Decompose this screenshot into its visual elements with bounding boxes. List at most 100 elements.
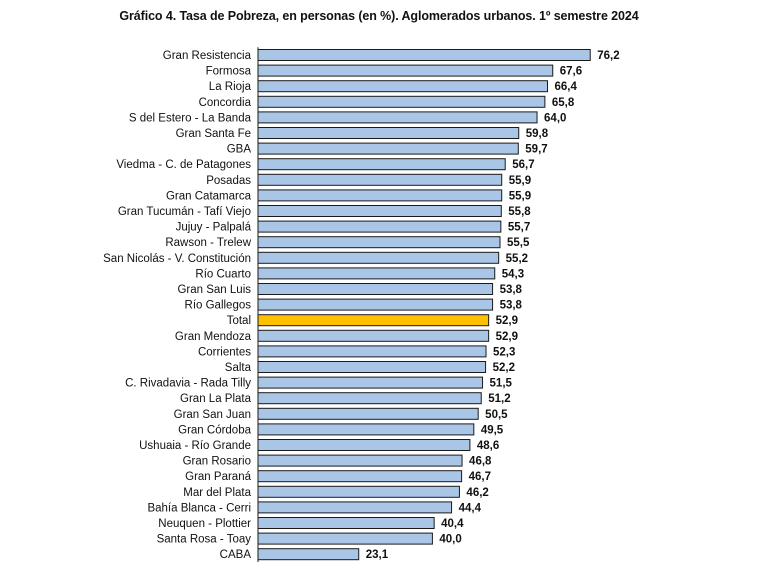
category-label-total: Total	[227, 315, 251, 327]
bar-viedma-c-de-patagones	[257, 158, 506, 171]
value-label-gran-catamarca: 55,9	[509, 190, 531, 202]
bar-c-rivadavia-rada-tilly	[257, 376, 484, 389]
category-label-rio-gallegos: Río Gallegos	[185, 300, 252, 312]
bar-bahia-blanca-cerri	[257, 501, 453, 514]
bar-gran-san-luis	[257, 283, 494, 295]
bar-formosa	[257, 64, 554, 77]
value-label-formosa: 67,6	[560, 66, 582, 78]
category-label-rio-cuarto: Río Cuarto	[195, 268, 251, 280]
value-label-santa-rosa-toay: 40,0	[439, 534, 461, 546]
bar-gran-san-juan	[257, 407, 479, 420]
value-label-rio-cuarto: 54,3	[502, 268, 524, 280]
bar-gran-parana	[257, 470, 463, 483]
value-label-gran-santa-fe: 59,8	[526, 128, 549, 140]
bar-ushuaia-rio-grande	[257, 439, 471, 451]
bar-gran-tucuman-tafi-viejo	[257, 205, 502, 217]
bar-posadas	[257, 173, 503, 186]
value-label-s-del-estero-la-banda: 64,0	[544, 112, 566, 124]
category-label-viedma-c-de-patagones: Viedma - C. de Patagones	[116, 159, 251, 171]
category-label-gba: GBA	[227, 144, 252, 156]
category-label-gran-san-juan: Gran San Juan	[174, 409, 251, 421]
bar-s-del-estero-la-banda	[257, 111, 538, 124]
bar-corrientes	[257, 345, 487, 358]
bar-gba	[257, 142, 519, 155]
bar-jujuy-palpala	[257, 220, 502, 233]
value-label-gran-san-juan: 50,5	[485, 409, 508, 421]
category-label-gran-resistencia: Gran Resistencia	[163, 50, 252, 62]
category-label-posadas: Posadas	[206, 175, 251, 187]
value-label-gba: 59,7	[525, 144, 547, 156]
bar-rawson-trelew	[257, 236, 501, 249]
bar-mar-del-plata	[257, 485, 460, 498]
bar-gran-catamarca	[257, 189, 503, 202]
bar-gran-santa-fe	[257, 127, 520, 139]
value-labels-layer: 76,2 67,6 66,4 65,8 64,0 59,8 59,7 56,7 55,9 55,9…	[366, 50, 620, 561]
category-label-gran-mendoza: Gran Mendoza	[175, 331, 252, 343]
bar-gran-la-plata	[257, 392, 482, 405]
value-label-gran-rosario: 46,8	[469, 456, 492, 468]
category-label-santa-rosa-toay: Santa Rosa - Toay	[157, 534, 252, 546]
bar-rio-gallegos	[257, 298, 494, 311]
category-label-gran-parana: Gran Paraná	[185, 471, 251, 483]
value-label-concordia: 65,8	[552, 97, 575, 109]
value-label-caba: 23,1	[366, 549, 389, 561]
chart-title: Gráfico 4. Tasa de Pobreza, en personas …	[119, 9, 639, 23]
value-label-salta: 52,2	[493, 362, 515, 374]
value-label-posadas: 55,9	[509, 175, 531, 187]
value-label-rawson-trelew: 55,5	[507, 237, 530, 249]
category-label-bahia-blanca-cerri: Bahía Blanca - Cerri	[147, 502, 251, 514]
bar-salta	[257, 361, 487, 373]
category-label-gran-santa-fe: Gran Santa Fe	[176, 128, 251, 140]
bar-neuquen-plottier	[257, 517, 435, 529]
value-label-gran-parana: 46,7	[469, 471, 491, 483]
category-label-corrientes: Corrientes	[198, 346, 251, 358]
bar-gran-resistencia	[257, 49, 591, 61]
category-label-mar-del-plata: Mar del Plata	[183, 487, 251, 499]
category-label-concordia: Concordia	[199, 97, 252, 109]
category-label-caba: CABA	[220, 549, 252, 561]
category-label-ushuaia-rio-grande: Ushuaia - Río Grande	[139, 440, 251, 452]
value-label-mar-del-plata: 46,2	[466, 487, 488, 499]
value-label-ushuaia-rio-grande: 48,6	[477, 440, 499, 452]
category-label-gran-catamarca: Gran Catamarca	[166, 190, 252, 202]
value-label-gran-resistencia: 76,2	[597, 50, 619, 62]
value-label-gran-mendoza: 52,9	[496, 331, 518, 343]
bar-gran-rosario	[257, 454, 463, 467]
category-label-gran-tucuman-tafi-viejo: Gran Tucumán - Tafí Viejo	[118, 206, 251, 218]
value-label-gran-san-luis: 53,8	[500, 284, 523, 296]
bar-total	[257, 314, 490, 327]
value-label-gran-la-plata: 51,2	[488, 393, 510, 405]
value-label-jujuy-palpala: 55,7	[508, 222, 530, 234]
category-label-gran-san-luis: Gran San Luis	[177, 284, 251, 296]
value-label-rio-gallegos: 53,8	[500, 300, 523, 312]
category-label-neuquen-plottier: Neuquen - Plottier	[158, 518, 251, 530]
bar-gran-mendoza	[257, 329, 490, 342]
bar-concordia	[257, 95, 546, 108]
value-label-corrientes: 52,3	[493, 346, 515, 358]
bar-la-rioja	[257, 80, 548, 93]
bars-layer	[257, 49, 591, 561]
value-label-c-rivadavia-rada-tilly: 51,5	[490, 378, 513, 390]
value-label-san-nicolas-v-constitucion: 55,2	[506, 253, 528, 265]
category-label-rawson-trelew: Rawson - Trelew	[165, 237, 251, 249]
category-label-s-del-estero-la-banda: S del Estero - La Banda	[129, 112, 252, 124]
category-label-gran-cordoba: Gran Córdoba	[178, 424, 251, 436]
value-label-viedma-c-de-patagones: 56,7	[512, 159, 534, 171]
category-label-gran-rosario: Gran Rosario	[183, 456, 251, 468]
category-label-salta: Salta	[225, 362, 252, 374]
category-labels-layer: Gran Resistencia Formosa La Rioja Concordia…	[103, 50, 252, 561]
bar-gran-cordoba	[257, 423, 475, 436]
bar-caba	[257, 548, 360, 561]
category-label-la-rioja: La Rioja	[209, 81, 252, 93]
category-label-san-nicolas-v-constitucion: San Nicolás - V. Constitución	[103, 253, 251, 265]
bar-santa-rosa-toay	[257, 532, 433, 545]
category-label-jujuy-palpala: Jujuy - Palpalá	[176, 222, 252, 234]
bar-san-nicolas-v-constitucion	[257, 251, 500, 264]
value-label-neuquen-plottier: 40,4	[441, 518, 464, 530]
bar-rio-cuarto	[257, 267, 496, 280]
category-label-gran-la-plata: Gran La Plata	[180, 393, 252, 405]
value-label-bahia-blanca-cerri: 44,4	[459, 502, 482, 514]
category-label-formosa: Formosa	[206, 66, 252, 78]
value-label-gran-tucuman-tafi-viejo: 55,8	[508, 206, 531, 218]
